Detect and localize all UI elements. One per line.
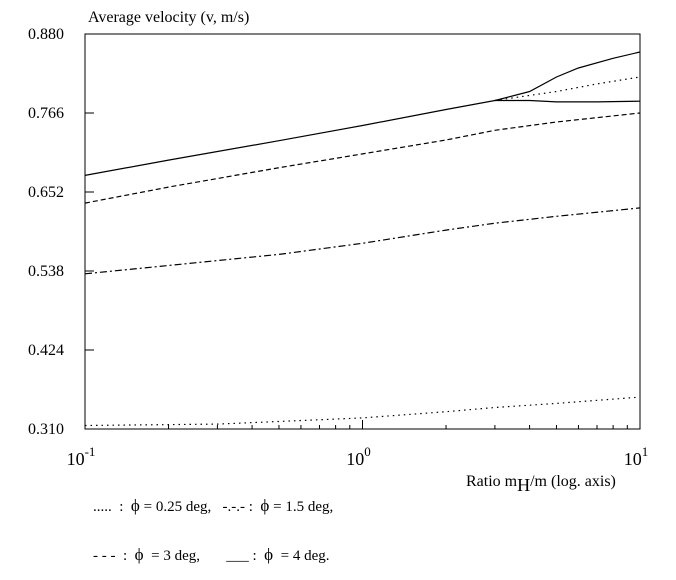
y-tick-label: 0.766 [28,105,64,122]
legend-row-1: ..... : ϕ = 0.25 deg, -.-.- : ϕ = 1.5 de… [93,496,334,515]
y-tick-label: 0.538 [28,263,64,280]
legend-text-c: = 3 deg, ___ : [143,548,265,564]
series-line [84,396,641,427]
x-tick-label: 100 [346,444,371,469]
legend-key-dashed: - - - : [93,548,135,564]
legend-text-d: = 4 deg. [273,548,330,564]
phi-symbol: ϕ [264,545,274,564]
y-tick-label: 0.652 [28,184,64,201]
legend-key-dotted: ..... : [93,499,131,515]
x-axis-label-subscript: H [517,475,530,495]
series-line [84,207,641,275]
chart: Average velocity (v, m/s) 0.880 0.766 0.65… [28,9,649,495]
series-line [84,112,641,204]
legend: ..... : ϕ = 0.25 deg, -.-.- : ϕ = 1.5 de… [93,466,333,580]
phi-symbol: ϕ [130,496,140,515]
phi-symbol: ϕ [134,545,144,564]
x-axis-label: Ratio mH/m (log. axis) [466,473,616,495]
x-tick-label: 101 [624,444,649,469]
series-lines [84,51,641,427]
y-tick-label: 0.310 [28,421,64,438]
y-tick-label: 0.880 [28,26,64,43]
series-line [84,99,641,176]
phi-symbol: ϕ [260,496,270,515]
legend-row-2: - - - : ϕ = 3 deg, ___ : ϕ = 4 deg. [93,545,333,564]
series-line [494,76,641,102]
y-tick-label: 0.424 [28,342,64,359]
series-line [494,51,641,102]
x-ticks: 10-1 100 101 [67,420,649,469]
y-axis-label: Average velocity (v, m/s) [88,9,249,26]
legend-text-a: = 0.25 deg, -.-.- : [139,499,261,515]
legend-text-b: = 1.5 deg, [269,499,334,515]
y-ticks: 0.880 0.766 0.652 0.538 0.424 0.310 [28,26,94,438]
plot-area [84,33,641,430]
x-tick-label: 10-1 [67,444,96,469]
